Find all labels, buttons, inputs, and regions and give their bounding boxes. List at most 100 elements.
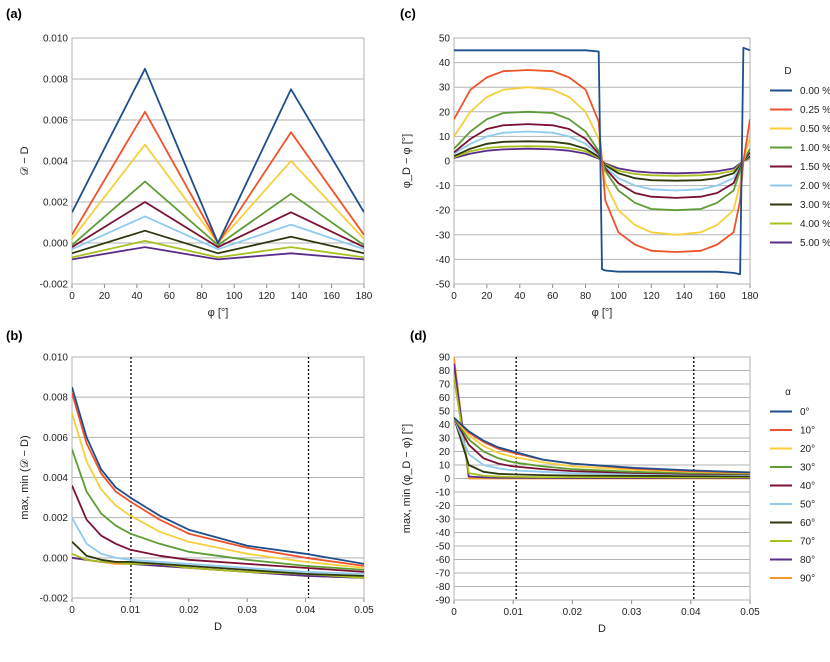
series-line-d-0: [454, 417, 750, 474]
y-tick-label-a: 0.000: [43, 239, 68, 250]
legend-entry-d: 60°: [800, 518, 815, 529]
panel-label-b: (b): [6, 328, 23, 343]
y-tick-label-d: -50: [436, 542, 451, 553]
y-tick-label-d: 40: [439, 420, 451, 431]
y-tick-label-d: -20: [436, 501, 451, 512]
series-line-a-5: [72, 215, 364, 251]
y-tick-label-d: 70: [439, 380, 451, 391]
x-tick-label-c: 100: [610, 291, 627, 302]
y-tick-label-a: 0.002: [43, 198, 68, 209]
x-tick-label-a: 140: [291, 291, 308, 302]
plot-c: -50 -40 -30 -20 -10 0 10 20 30 40 50 0 20 40 60 80 100 12…: [436, 34, 759, 303]
plot-frame-a: [71, 37, 365, 285]
y-tick-label-c: 0: [444, 157, 450, 168]
x-tick-label-d: 0.02: [563, 607, 583, 618]
series-line-b-3: [72, 449, 364, 571]
series-line-d-8: [454, 363, 750, 480]
x-tick-label-d: 0.05: [740, 607, 760, 618]
y-tick-label-a: 0.010: [43, 34, 68, 45]
y-tick-label-c: -20: [436, 206, 451, 217]
x-tick-label-a: 80: [196, 291, 208, 302]
series-line-b-1: [72, 392, 364, 567]
y-tick-label-d: 30: [439, 434, 451, 445]
series-line-a-3: [72, 180, 364, 247]
plot-a: -0.002 0.000 0.002 0.004 0.006 0.008 0.010 0 20 4…: [40, 34, 373, 303]
y-tick-label-c: 50: [439, 34, 451, 45]
x-tick-label-b: 0.05: [354, 605, 374, 616]
x-tick-label-a: 120: [258, 291, 275, 302]
x-tick-label-c: 20: [481, 291, 493, 302]
x-axis-label-d: D: [598, 623, 606, 635]
y-tick-label-d: 90: [439, 353, 451, 364]
y-tick-label-c: 20: [439, 107, 451, 118]
series-line-d-9: [454, 356, 750, 480]
legend-entry-c: 0.25 %: [800, 105, 830, 116]
legend-d: α 0° 10° 20° 30° 40° 50° 60° 70° 80° 90°: [770, 387, 815, 585]
y-tick-label-a: 0.006: [43, 116, 68, 127]
plot-b: -0.002 0.000 0.002 0.004 0.006 0.008 0.010 0 0.0…: [40, 353, 375, 617]
series-line-b-4: [72, 485, 364, 573]
series-line-b-7: [72, 552, 364, 579]
x-tick-label-a: 0: [69, 291, 75, 302]
series-line-c-0: [454, 46, 750, 276]
series-line-c-1: [454, 69, 750, 253]
plot-frame-c: [453, 37, 751, 285]
y-axis-label-b: max, min (𝒟 − D): [19, 435, 31, 519]
legend-entry-c: 2.00 %: [800, 181, 830, 192]
x-axis-label-a: φ [°]: [208, 307, 229, 319]
y-tick-label-d: 20: [439, 447, 451, 458]
series-line-a-8: [72, 246, 364, 261]
y-tick-label-d: -80: [436, 582, 451, 593]
legend-entry-d: 20°: [800, 444, 815, 455]
x-tick-label-a: 40: [131, 291, 143, 302]
legend-entry-c: 3.00 %: [800, 200, 830, 211]
series-line-b-0: [72, 386, 364, 565]
x-tick-label-d: 0.01: [503, 607, 523, 618]
series-line-d-2: [454, 417, 750, 474]
x-tick-label-a: 160: [323, 291, 340, 302]
y-axis-label-c: φ_D − φ [°]: [401, 134, 413, 188]
y-tick-label-c: -30: [436, 230, 451, 241]
x-tick-label-a: 100: [226, 291, 243, 302]
panel-label-d: (d): [410, 328, 427, 343]
legend-entry-d: 70°: [800, 537, 815, 548]
panel-label-c: (c): [400, 6, 416, 21]
legend-c: D 0.00 % 0.25 % 0.50 % 1.00 % 1.50 % 2.00 % 3.0…: [770, 66, 830, 249]
y-tick-label-a: 0.004: [43, 157, 68, 168]
y-tick-label-c: -50: [436, 280, 451, 291]
y-tick-label-d: 0: [444, 474, 450, 485]
y-tick-label-c: 40: [439, 58, 451, 69]
y-tick-label-b: 0.010: [43, 353, 68, 364]
x-tick-label-a: 180: [356, 291, 373, 302]
y-tick-label-c: -10: [436, 181, 451, 192]
series-line-a-7: [72, 239, 364, 259]
y-tick-label-d: 60: [439, 393, 451, 404]
series-line-d-7: [454, 377, 750, 479]
legend-entry-c: 0.00 %: [800, 86, 830, 97]
x-tick-label-b: 0: [69, 605, 75, 616]
x-tick-label-b: 0.03: [237, 605, 257, 616]
y-tick-label-d: -40: [436, 528, 451, 539]
series-line-a-4: [72, 201, 364, 249]
legend-entry-d: 10°: [800, 426, 815, 437]
plot-d: -90 -80 -70 -60 -50 -40 -30 -20 -10 0 10 20 30 40 50 60…: [436, 353, 761, 619]
y-tick-label-d: 50: [439, 407, 451, 418]
series-line-a-1: [72, 110, 364, 244]
series-line-b-6: [72, 541, 364, 577]
x-tick-label-a: 60: [164, 291, 176, 302]
legend-entry-d: 50°: [800, 500, 815, 511]
x-tick-label-c: 120: [643, 291, 660, 302]
series-line-a-0: [72, 67, 364, 244]
plot-frame-b: [71, 356, 365, 599]
x-tick-label-b: 0.04: [296, 605, 316, 616]
series-line-c-6: [454, 140, 750, 182]
x-tick-label-d: 0: [451, 607, 457, 618]
x-tick-label-a: 20: [99, 291, 111, 302]
legend-entry-d: 80°: [800, 555, 815, 566]
x-tick-label-c: 60: [547, 291, 559, 302]
y-tick-label-c: -40: [436, 255, 451, 266]
y-tick-label-d: 80: [439, 366, 451, 377]
y-tick-label-b: -0.002: [40, 594, 69, 605]
y-tick-label-d: -30: [436, 515, 451, 526]
